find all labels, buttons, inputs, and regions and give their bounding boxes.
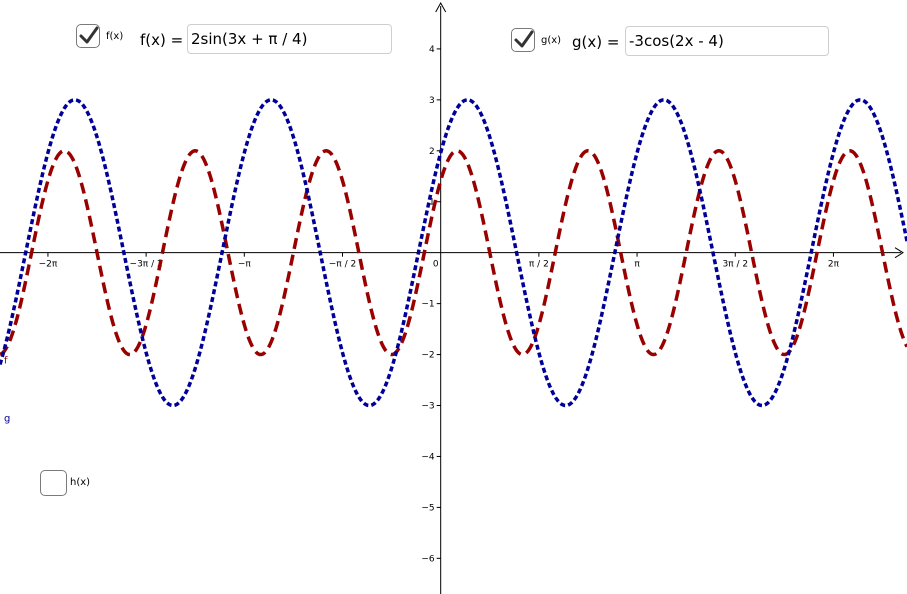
- checkmark-icon: [79, 26, 99, 44]
- f-visibility-checkbox[interactable]: [76, 24, 100, 48]
- g-checkbox-label: g(x): [541, 35, 562, 46]
- x-tick-label: −3π / 2: [130, 260, 163, 270]
- y-tick-label: 2: [429, 147, 435, 157]
- g-visibility-checkbox[interactable]: [511, 28, 535, 52]
- y-tick-label: 4: [429, 45, 435, 55]
- y-tick-label: −2: [421, 351, 434, 361]
- x-tick-label: π / 2: [529, 260, 549, 270]
- x-tick-label: 3π / 2: [722, 260, 748, 270]
- checkmark-icon: [514, 30, 534, 48]
- y-tick-label: −4: [421, 452, 435, 462]
- x-tick-label: 2π: [828, 260, 840, 270]
- f-checkbox-label: f(x): [106, 31, 124, 42]
- curve-g[interactable]: [0, 98, 907, 408]
- f-expression-input[interactable]: 2sin(3x + π / 4): [187, 24, 392, 54]
- y-tick-label: 3: [429, 96, 435, 106]
- g-expression-input[interactable]: -3cos(2x - 4): [625, 26, 829, 56]
- x-tick-label: −π: [238, 260, 252, 270]
- y-tick-label: −3: [421, 402, 434, 412]
- x-axis-arrow: [894, 247, 904, 259]
- y-axis-arrow: [435, 1, 447, 13]
- curve-f-label: f: [4, 355, 8, 366]
- x-tick-label: −2π: [39, 260, 58, 270]
- y-tick-label: −5: [421, 503, 434, 513]
- g-equation-label: g(x) = .: [572, 33, 629, 51]
- x-tick-label: π: [634, 260, 640, 270]
- x-tick-label: 0: [433, 260, 439, 270]
- h-checkbox-label: h(x): [70, 477, 91, 488]
- f-equation-label: f(x) = .: [140, 31, 193, 49]
- y-tick-label: 1: [429, 198, 435, 208]
- y-tick-label: −6: [421, 554, 435, 564]
- x-tick-label: −π / 2: [329, 260, 356, 270]
- h-visibility-checkbox[interactable]: [40, 470, 67, 496]
- curve-g-label: g: [4, 414, 10, 425]
- y-tick-label: −1: [421, 300, 434, 310]
- axis-ticks: −2π −3π / 2 −π −π / 2 0 π / 2 π 3π / 2 2π 4 3 2 1 −1 −…: [39, 45, 840, 564]
